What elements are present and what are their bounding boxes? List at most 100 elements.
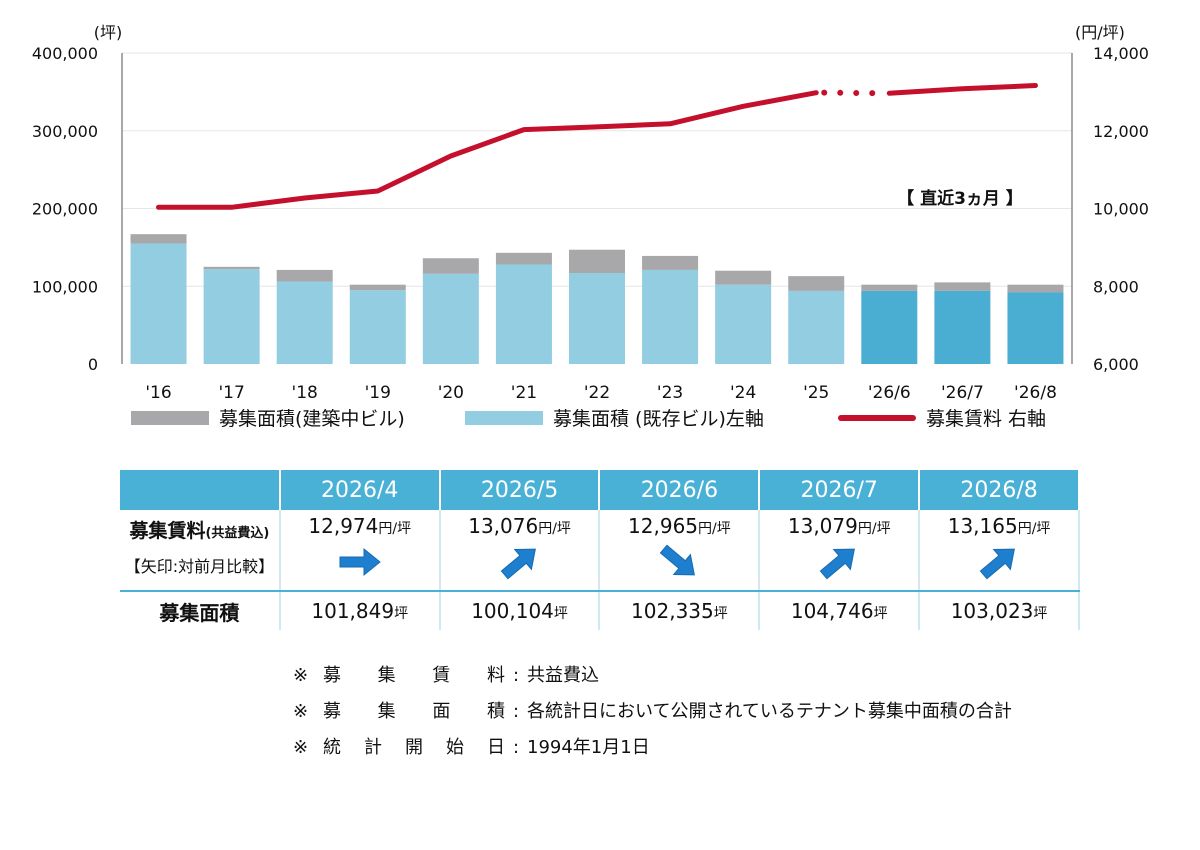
trend-arrow-icon: [920, 544, 1078, 585]
bar-existing-building: [495, 264, 552, 364]
x-axis-tick-label: '25: [803, 383, 829, 403]
bar-new-building: [861, 284, 918, 291]
right-axis-tick-label: 14,000: [1093, 44, 1149, 63]
table-row-rent: 募集賃料(共益費込) 【矢印:対前月比較】 12,974円/坪 13,076円/…: [120, 510, 1080, 592]
table-header-month: 2026/4: [279, 470, 441, 510]
table-header-month: 2026/6: [599, 470, 761, 510]
footnote-colon: :: [512, 737, 520, 758]
bar-new-building: [130, 234, 187, 244]
footnote-mark: ※: [293, 701, 309, 722]
legend-label-existing: 募集面積 (既存ビル)左軸: [553, 408, 764, 430]
rent-cell: 12,965円/坪: [599, 510, 761, 592]
left-axis-unit: (坪): [94, 23, 123, 42]
footnote: ※ 募集賃料 : 共益費込: [293, 664, 1012, 700]
chart-legend: 募集面積(建築中ビル) 募集面積 (既存ビル)左軸 募集賃料 右軸: [0, 404, 1200, 438]
rent-value-text: 12,974円/坪: [308, 514, 412, 538]
bar-new-building: [788, 276, 845, 291]
rent-row-header: 募集賃料(共益費込) 【矢印:対前月比較】: [120, 510, 281, 592]
bar-new-building: [203, 266, 260, 270]
x-axis-tick-label: '20: [438, 383, 464, 403]
table-row-area: 募集面積 101,849坪 100,104坪 102,335坪 104,746坪…: [120, 591, 1080, 630]
footnote-text: 各統計日において公開されているテナント募集中面積の合計: [527, 701, 1012, 722]
x-axis-tick-label: '26/7: [941, 383, 984, 403]
bar-new-building: [276, 269, 333, 282]
left-axis-tick-label: 100,000: [32, 277, 98, 296]
right-axis-tick-label: 6,000: [1093, 355, 1139, 374]
footnote-colon: :: [512, 665, 520, 686]
rent-cell: 13,165円/坪: [919, 510, 1080, 592]
rent-value-text: 13,076円/坪: [468, 514, 571, 538]
bar-existing-building: [861, 290, 918, 364]
table-header-row: 2026/4 2026/5 2026/6 2026/7 2026/8: [120, 470, 1080, 510]
bar-existing-building: [788, 290, 845, 364]
x-axis-tick-label: '17: [218, 383, 244, 403]
area-cell: 104,746坪: [759, 591, 921, 630]
footnote-label: 募集面積: [323, 701, 505, 722]
legend-label-new-building: 募集面積(建築中ビル): [219, 408, 405, 430]
right-axis-unit: (円/坪): [1075, 23, 1125, 42]
bar-new-building: [495, 252, 552, 265]
footnote-label: 募集賃料: [323, 665, 505, 686]
monthly-summary-table: 2026/4 2026/5 2026/6 2026/7 2026/8 募集賃料(…: [120, 470, 1080, 630]
trend-arrow-icon: [441, 544, 599, 585]
bar-new-building: [934, 282, 991, 291]
bar-existing-building: [130, 243, 187, 364]
bar-existing-building: [934, 290, 991, 364]
bar-existing-building: [349, 290, 406, 364]
x-axis-tick-label: '19: [365, 383, 391, 403]
bar-new-building: [422, 258, 479, 274]
left-axis-tick-label: 0: [88, 355, 98, 374]
footnote-text: 共益費込: [527, 665, 599, 686]
legend-item-existing: 募集面積 (既存ビル)左軸: [465, 404, 764, 431]
legend-label-rent: 募集賃料 右軸: [926, 408, 1047, 430]
trend-arrow-icon: [760, 544, 918, 585]
trend-arrow-icon: [281, 544, 439, 585]
rent-cell: 13,079円/坪: [759, 510, 921, 592]
bar-existing-building: [276, 281, 333, 364]
rent-value-text: 13,079円/坪: [787, 514, 891, 538]
legend-item-new-building: 募集面積(建築中ビル): [131, 404, 405, 431]
x-axis-tick-label: '21: [511, 383, 537, 403]
x-axis-tick-label: '26/8: [1014, 383, 1057, 403]
bar-existing-building: [422, 273, 479, 364]
bar-new-building: [569, 249, 625, 274]
rent-line-recent: [886, 83, 1038, 96]
rent-line-gap-dots: [821, 89, 887, 97]
area-cell: 102,335坪: [599, 591, 761, 630]
area-row-title: 募集面積: [120, 591, 281, 630]
footnote: ※ 募集面積 : 各統計日において公開されているテナント募集中面積の合計: [293, 700, 1012, 736]
table-header-corner: [120, 470, 281, 510]
bar-existing-building: [1007, 292, 1064, 364]
table-header-month: 2026/5: [439, 470, 601, 510]
rent-cell: 13,076円/坪: [439, 510, 601, 592]
legend-swatch-rent: [838, 414, 916, 421]
rent-row-subtitle: 【矢印:対前月比較】: [124, 557, 275, 576]
footnotes: ※ 募集賃料 : 共益費込 ※ 募集面積 : 各統計日において公開されているテナ…: [293, 664, 1012, 772]
footnote-colon: :: [512, 701, 520, 722]
bar-new-building: [349, 284, 406, 291]
right-axis-tick-label: 8,000: [1093, 277, 1139, 296]
rent-cell: 12,974円/坪: [279, 510, 441, 592]
bar-existing-building: [715, 284, 772, 364]
footnote-mark: ※: [293, 665, 309, 686]
x-axis-tick-label: '16: [145, 383, 171, 403]
left-axis-tick-label: 200,000: [32, 200, 98, 219]
rent-value-text: 12,965円/坪: [628, 514, 731, 538]
bar-existing-building: [642, 269, 699, 364]
bar-new-building: [715, 270, 772, 285]
bar-existing-building: [569, 273, 625, 364]
footnote-label: 統計開始日: [323, 737, 505, 758]
legend-item-rent: 募集賃料 右軸: [838, 404, 1046, 431]
right-axis-tick-label: 12,000: [1093, 122, 1149, 141]
table-header-month: 2026/7: [759, 470, 921, 510]
rent-value-text: 13,165円/坪: [947, 514, 1051, 538]
bar-existing-building: [203, 269, 260, 364]
x-axis-tick-label: '26/6: [868, 383, 911, 403]
area-cell: 101,849坪: [279, 591, 441, 630]
legend-swatch-new-building: [131, 410, 209, 425]
x-axis-tick-label: '23: [657, 383, 683, 403]
footnote: ※ 統計開始日 : 1994年1月1日: [293, 736, 1012, 772]
left-axis-tick-label: 400,000: [32, 44, 98, 63]
rent-line-annual: [156, 90, 819, 210]
x-axis-tick-label: '22: [584, 383, 610, 403]
